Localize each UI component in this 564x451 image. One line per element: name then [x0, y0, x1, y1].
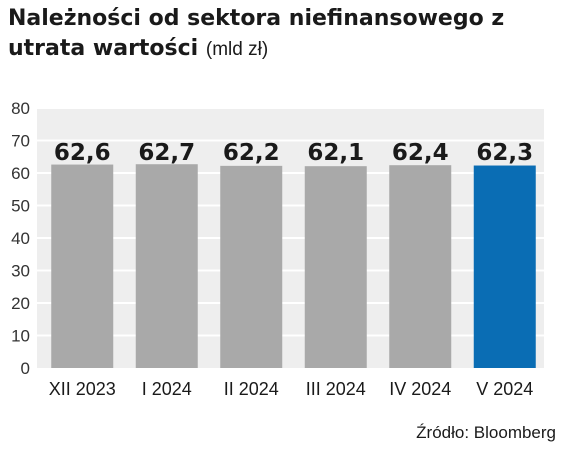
bar [389, 165, 452, 368]
chart-unit: (mld zł) [205, 39, 269, 60]
source-note: Źródło: Bloomberg [416, 423, 556, 442]
gridlines [37, 107, 544, 337]
y-tick-label: 80 [11, 99, 30, 118]
y-tick-label: 0 [21, 359, 30, 378]
category-label: IV 2024 [389, 379, 451, 399]
y-tick-label: 40 [11, 229, 30, 248]
category-label: XII 2023 [49, 379, 116, 399]
category-label: II 2024 [224, 379, 279, 399]
y-tick-label: 10 [11, 327, 30, 346]
bar [220, 165, 283, 368]
data-label: 62,1 [307, 140, 364, 166]
category-label: V 2024 [476, 379, 533, 399]
bars [51, 164, 536, 368]
chart-title-text: Należności od sektora niefinansowego z u… [8, 6, 505, 61]
category-label: III 2024 [306, 379, 366, 399]
y-axis-ticks: 0 10 20 30 40 50 60 70 80 [11, 99, 30, 378]
data-label: 62,7 [138, 140, 195, 166]
bar [304, 166, 367, 368]
data-label: 62,2 [223, 140, 280, 166]
data-label: 62,3 [476, 140, 533, 166]
y-tick-label: 50 [11, 197, 30, 216]
data-labels: 62,6 62,7 62,2 62,1 62,4 62,3 [54, 140, 533, 166]
bar [135, 164, 198, 368]
chart-title: Należności od sektora niefinansowego z u… [8, 4, 558, 65]
category-label: I 2024 [142, 379, 192, 399]
bar [473, 165, 536, 368]
data-label: 62,6 [54, 140, 111, 166]
x-axis-categories: XII 2023 I 2024 II 2024 III 2024 IV 2024 V 20… [49, 379, 534, 399]
y-tick-label: 60 [11, 164, 30, 183]
y-tick-label: 20 [11, 294, 30, 313]
y-tick-label: 30 [11, 262, 30, 281]
y-tick-label: 70 [11, 132, 30, 151]
bar [51, 164, 114, 368]
data-label: 62,4 [392, 140, 449, 166]
